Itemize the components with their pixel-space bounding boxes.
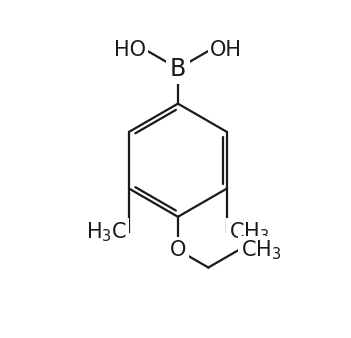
Text: CH$_3$: CH$_3$ bbox=[241, 238, 281, 262]
Text: H$_3$C: H$_3$C bbox=[86, 221, 127, 244]
Text: B: B bbox=[170, 56, 186, 80]
Text: HO: HO bbox=[114, 40, 146, 60]
Text: O: O bbox=[170, 240, 186, 260]
Text: CH$_3$: CH$_3$ bbox=[229, 221, 269, 244]
Text: OH: OH bbox=[210, 40, 242, 60]
